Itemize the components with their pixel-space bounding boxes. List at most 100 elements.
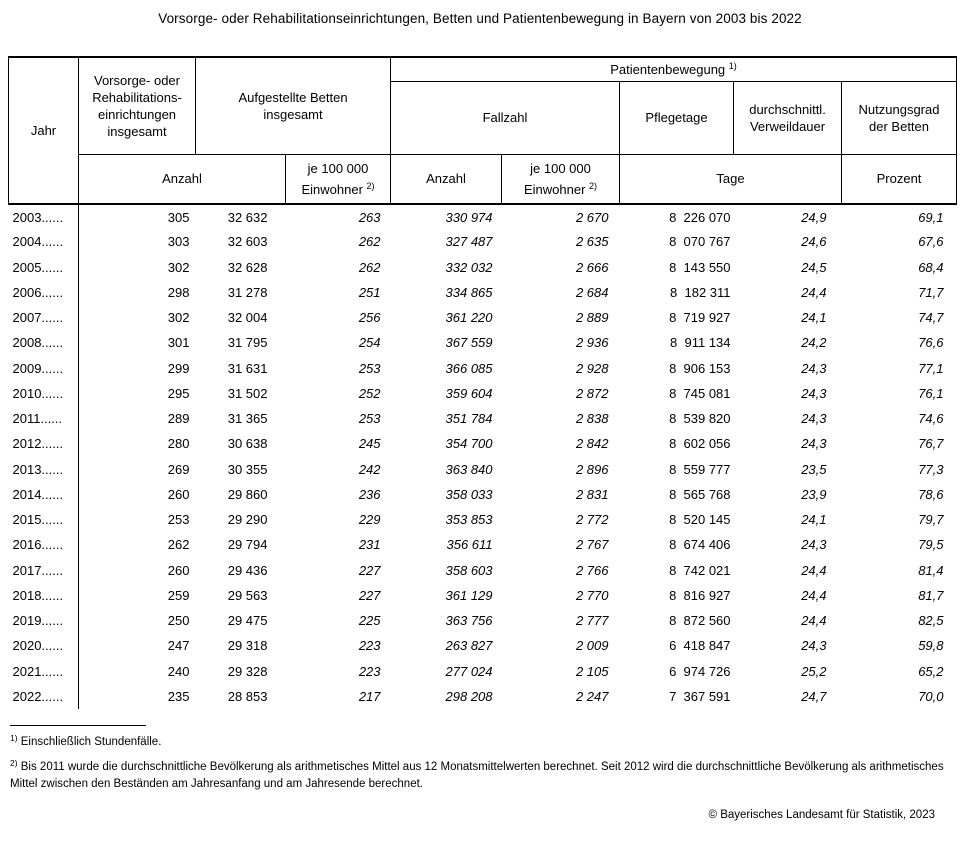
cell-verweildauer: 24,3: [801, 411, 827, 427]
cell-pflegetage: 8 539 820: [669, 411, 731, 427]
cell-betten: 32 628: [227, 259, 268, 275]
cell-nutzungsgrad: 79,5: [918, 537, 944, 553]
cell-pflegetage: 8 719 927: [669, 310, 731, 326]
cell-betten: 32 632: [227, 209, 268, 225]
cell-einrichtungen: 305: [167, 209, 190, 225]
cell-jahr: 2010......: [8, 380, 79, 406]
cell-betten-je100k: 254: [358, 335, 381, 351]
cell-betten: 31 502: [227, 385, 268, 401]
copyright-notice: © Bayerisches Landesamt für Statistik, 2…: [708, 809, 935, 821]
table-row: 2020...... 247 29 318 223 263 827 2 009 …: [8, 633, 957, 659]
cell-einrichtungen: 302: [167, 259, 190, 275]
col-header-betten: Aufgestellte Betten insgesamt: [194, 56, 392, 155]
cell-betten-je100k: 227: [358, 562, 381, 578]
cell-betten: 31 278: [227, 284, 268, 300]
cell-betten-je100k: 251: [358, 284, 381, 300]
cell-pflegetage: 8 742 021: [669, 562, 731, 578]
table-row: 2004...... 303 32 603 262 327 487 2 635 …: [8, 229, 957, 255]
cell-nutzungsgrad: 79,7: [918, 512, 944, 528]
cell-einrichtungen: 280: [167, 436, 190, 452]
patientenbewegung-label: Patientenbewegung: [610, 61, 726, 77]
cell-einrichtungen: 250: [167, 613, 190, 629]
cell-pflegetage: 8 602 056: [669, 436, 731, 452]
cell-einrichtungen: 301: [167, 335, 190, 351]
table-row: 2019...... 250 29 475 225 363 756 2 777 …: [8, 608, 957, 634]
cell-fallzahl: 361 129: [445, 587, 493, 603]
cell-pflegetage: 8 906 153: [669, 360, 731, 376]
cell-jahr: 2013......: [8, 456, 79, 482]
cell-betten-je100k: 225: [358, 613, 381, 629]
cell-einrichtungen: 299: [167, 360, 190, 376]
footnote-separator: [10, 725, 146, 726]
cell-verweildauer: 24,3: [801, 537, 827, 553]
cell-jahr: 2007......: [8, 305, 79, 331]
cell-nutzungsgrad: 81,7: [918, 587, 944, 603]
cell-nutzungsgrad: 81,4: [918, 562, 944, 578]
cell-pflegetage: 8 745 081: [669, 385, 731, 401]
cell-jahr: 2020......: [8, 633, 79, 659]
page-title: Vorsorge- oder Rehabilitationseinrichtun…: [158, 11, 802, 26]
je100k-line2: Einwohner 2): [301, 180, 375, 197]
cell-jahr: 2005......: [8, 254, 79, 280]
cell-pflegetage: 8 070 767: [669, 234, 731, 250]
cell-verweildauer: 24,1: [801, 310, 827, 326]
cell-fallzahl: 366 085: [445, 360, 493, 376]
cell-fallzahl: 358 033: [445, 486, 493, 502]
cell-fallzahl: 298 208: [445, 688, 493, 704]
cell-verweildauer: 24,4: [801, 587, 827, 603]
cell-betten: 29 563: [227, 587, 268, 603]
cell-fallzahl: 332 032: [445, 259, 493, 275]
cell-nutzungsgrad: 67,6: [918, 234, 944, 250]
cell-nutzungsgrad: 71,7: [918, 284, 944, 300]
table-row: 2009...... 299 31 631 253 366 085 2 928 …: [8, 355, 957, 381]
cell-jahr: 2014......: [8, 481, 79, 507]
cell-fallzahl: 263 827: [445, 638, 493, 654]
cell-fallzahl-je100k: 2 766: [575, 562, 609, 578]
cell-jahr: 2003......: [8, 204, 79, 230]
cell-betten: 31 365: [227, 411, 268, 427]
cell-jahr: 2016......: [8, 532, 79, 558]
cell-betten: 28 853: [227, 688, 268, 704]
cell-pflegetage: 6 974 726: [669, 663, 731, 679]
cell-pflegetage: 8 565 768: [669, 486, 731, 502]
cell-verweildauer: 24,3: [801, 385, 827, 401]
cell-fallzahl: 334 865: [445, 284, 493, 300]
table-row: 2005...... 302 32 628 262 332 032 2 666 …: [8, 254, 957, 280]
cell-fallzahl-je100k: 2 928: [575, 360, 609, 376]
cell-verweildauer: 24,9: [801, 209, 827, 225]
footnote-ref-2: 2): [366, 180, 375, 191]
footnote-ref-1: 1): [728, 60, 737, 71]
cell-einrichtungen: 235: [167, 688, 190, 704]
cell-fallzahl: 351 784: [445, 411, 493, 427]
cell-betten: 32 004: [227, 310, 268, 326]
cell-einrichtungen: 269: [167, 461, 190, 477]
col-header-fallzahl: Fallzahl: [390, 80, 621, 155]
cell-jahr: 2018......: [8, 582, 79, 608]
cell-nutzungsgrad: 82,5: [918, 613, 944, 629]
cell-fallzahl-je100k: 2 684: [575, 284, 609, 300]
cell-fallzahl-je100k: 2 767: [575, 537, 609, 553]
cell-pflegetage: 8 816 927: [669, 587, 731, 603]
footnote-2-text: Bis 2011 wurde die durchschnittliche Bev…: [10, 761, 944, 790]
cell-betten-je100k: 242: [358, 461, 381, 477]
col-header-pflegetage: Pflegetage: [619, 80, 735, 155]
je100k-line2: Einwohner 2): [523, 180, 598, 197]
cell-betten: 29 436: [227, 562, 268, 578]
footnote-1: 1) Einschließlich Stundenfälle.: [10, 734, 948, 751]
cell-betten-je100k: 229: [358, 512, 381, 528]
cell-betten: 29 860: [227, 486, 268, 502]
cell-fallzahl-je100k: 2 009: [575, 638, 609, 654]
cell-nutzungsgrad: 77,3: [918, 461, 944, 477]
cell-nutzungsgrad: 78,6: [918, 486, 944, 502]
cell-pflegetage: 8 559 777: [669, 461, 731, 477]
cell-betten-je100k: 245: [358, 436, 381, 452]
cell-fallzahl: 363 756: [445, 613, 493, 629]
subheader-prozent: Prozent: [841, 153, 958, 205]
cell-betten-je100k: 256: [358, 310, 381, 326]
col-header-jahr: Jahr: [8, 56, 79, 205]
cell-pflegetage: 8 674 406: [669, 537, 731, 553]
cell-nutzungsgrad: 74,6: [918, 411, 944, 427]
cell-nutzungsgrad: 76,6: [918, 335, 944, 351]
cell-fallzahl: 327 487: [445, 234, 493, 250]
table-header: Jahr Vorsorge- oder Rehabilitations- ein…: [8, 56, 958, 205]
